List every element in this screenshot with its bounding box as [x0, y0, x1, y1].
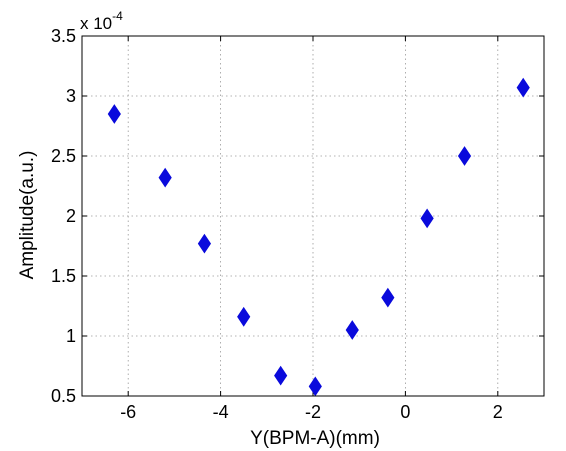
y-tick-label: 3.5 — [51, 26, 76, 46]
x-tick-label: -6 — [120, 402, 136, 422]
y-tick-label: 2.5 — [51, 146, 76, 166]
y-axis-scale-exponent: -4 — [112, 9, 123, 23]
data-point-diamond — [457, 146, 472, 166]
data-point-diamond — [308, 376, 322, 397]
x-tick-label: 0 — [400, 402, 410, 422]
data-point-diamond — [420, 208, 434, 229]
y-tick-label: 1 — [66, 326, 76, 346]
x-tick-label: -4 — [213, 402, 229, 422]
x-axis-label: Y(BPM-A)(mm) — [250, 428, 380, 449]
data-point-diamond — [197, 233, 212, 254]
data-point-diamond — [516, 77, 530, 98]
y-tick-label: 3 — [66, 86, 76, 106]
x-tick-label: 2 — [493, 402, 503, 422]
y-axis-label: Amplitude(a.u.) — [17, 151, 38, 280]
data-point-diamond — [237, 306, 251, 327]
y-tick-label: 2 — [66, 206, 76, 226]
tick-labels: -6 -4 -2 0 2 0.5 1 1.5 2 2.5 3 3.5 — [51, 26, 503, 422]
grid-lines — [82, 35, 544, 397]
data-point-diamond — [381, 287, 395, 308]
data-point-diamond — [107, 104, 121, 124]
data-point-diamond — [158, 167, 172, 188]
data-point-diamond — [274, 365, 288, 386]
x-tick-label: -2 — [305, 402, 321, 422]
plot-frame — [81, 35, 545, 397]
y-tick-label: 1.5 — [51, 266, 76, 286]
y-axis-scale-factor: x 10-4 — [80, 9, 123, 33]
data-point-diamond — [345, 320, 359, 340]
data-markers — [107, 77, 530, 397]
y-tick-label: 0.5 — [51, 386, 76, 406]
